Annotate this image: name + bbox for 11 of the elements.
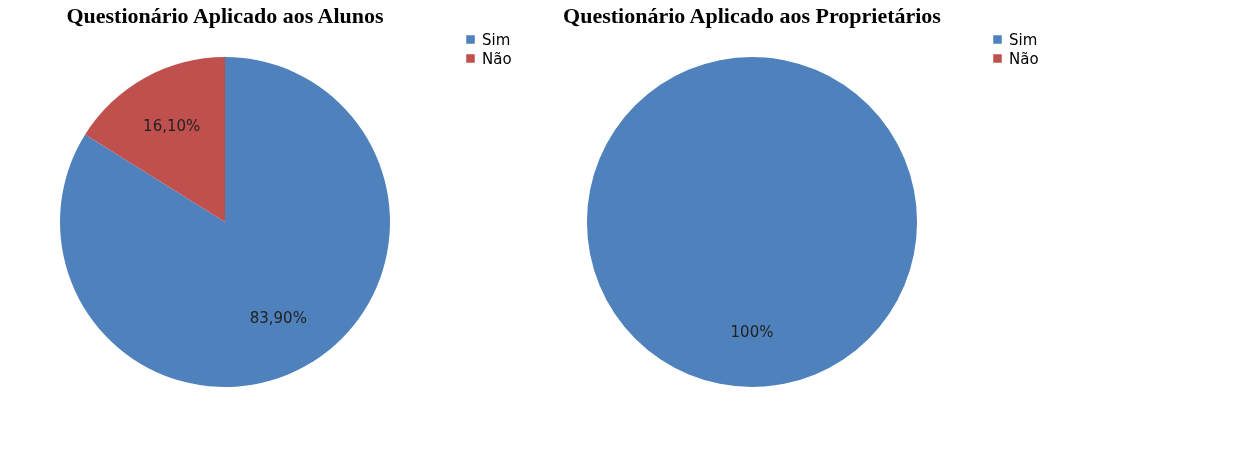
chart-title: Questionário Aplicado aos Alunos: [66, 3, 385, 28]
legend-label: Sim: [1009, 30, 1038, 49]
pie-slice: [60, 57, 390, 387]
legend-label: Sim: [482, 30, 511, 49]
data-label: 100%: [730, 323, 774, 341]
legend-label: Não: [482, 49, 512, 68]
legend-label: Não: [1009, 49, 1039, 68]
chart-title: Questionário Aplicado aos Proprietários: [563, 3, 942, 28]
data-label: 83,90%: [249, 309, 307, 328]
pie-slice: [85, 57, 225, 222]
data-label: 16,10%: [143, 116, 201, 135]
